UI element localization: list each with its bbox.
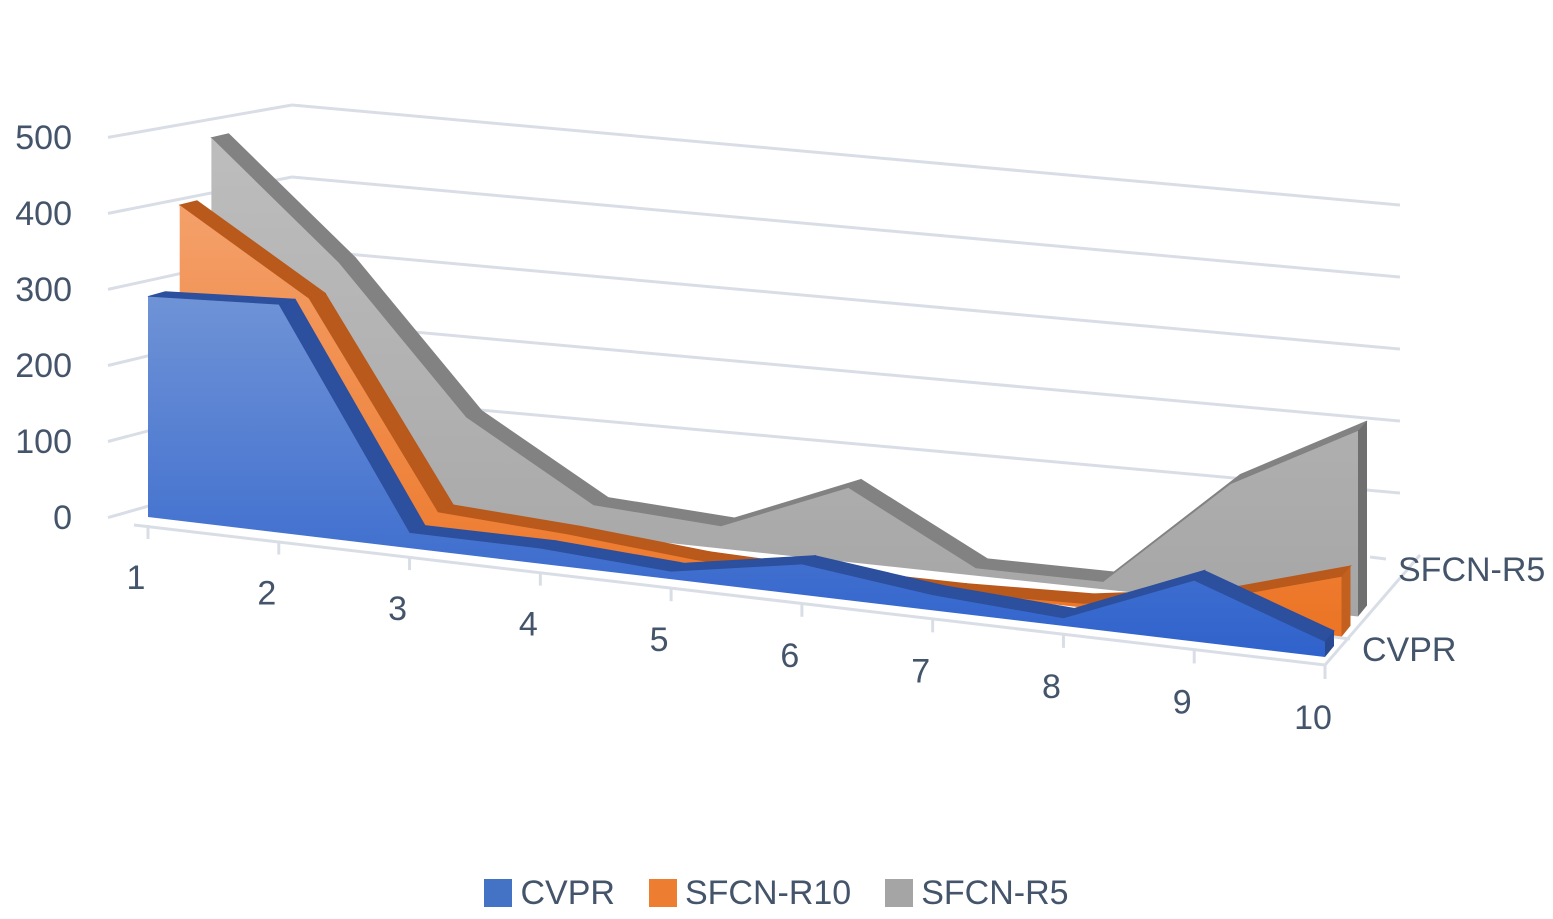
legend-item-sfcn-r10[interactable]: SFCN-R10 — [648, 873, 852, 913]
y-tick-label: 0 — [53, 499, 72, 537]
series-areas — [147, 133, 1368, 657]
x-tick-label: 3 — [388, 590, 407, 628]
depth-tick-mark — [1333, 635, 1351, 641]
floor-front-edge — [133, 523, 1326, 667]
x-tick-label: 7 — [911, 652, 930, 690]
area-front-face — [148, 296, 1325, 657]
floor-side-edge — [1323, 554, 1422, 666]
area-front-face — [179, 205, 1342, 637]
legend: CVPR SFCN-R10 SFCN-R5 — [0, 868, 1553, 918]
y-axis-tick-labels: 0 100 200 300 400 500 — [15, 119, 72, 537]
x-axis-tick-labels: 1 2 3 4 5 6 7 8 9 10 — [127, 559, 1332, 737]
legend-label: CVPR — [520, 873, 615, 912]
gridline — [291, 319, 1401, 423]
x-tick-label: 8 — [1042, 668, 1061, 706]
gridlines — [291, 103, 1401, 495]
series-sfcn-r5 — [210, 133, 1368, 617]
y-tick-label: 400 — [15, 195, 72, 233]
legend-label: SFCN-R5 — [921, 873, 1069, 912]
depth-axis-labels: SFCN-R5 CVPR — [1333, 551, 1545, 669]
area-chart-3d: 0 100 200 300 400 500 1 2 3 4 5 6 7 8 9 10 SFCN-R5 CVPR — [15, 103, 1545, 737]
chart-floor — [133, 523, 1422, 679]
legend-label: SFCN-R10 — [684, 873, 852, 912]
x-tick-label: 6 — [780, 637, 799, 675]
area-side — [1341, 566, 1351, 637]
y-tick-label: 100 — [15, 423, 72, 461]
legend-swatch-sfcn-r10 — [648, 879, 677, 907]
x-tick-label: 10 — [1294, 699, 1332, 737]
x-tick-label: 5 — [650, 621, 669, 659]
area-side — [1325, 630, 1334, 657]
y-tick-label: 300 — [15, 271, 72, 309]
legend-swatch-cvpr — [484, 879, 513, 907]
legend-item-sfcn-r5[interactable]: SFCN-R5 — [885, 873, 1069, 913]
legend-swatch-sfcn-r5 — [885, 879, 914, 907]
side-gridline — [107, 103, 293, 139]
series-cvpr — [147, 291, 1335, 657]
gridline — [291, 103, 1401, 207]
x-tick-label: 9 — [1173, 683, 1192, 721]
legend-item-cvpr[interactable]: CVPR — [484, 873, 615, 913]
y-tick-label: 500 — [15, 119, 72, 157]
x-tick-label: 2 — [257, 575, 276, 613]
depth-axis-label: CVPR — [1362, 631, 1456, 669]
gridline — [291, 247, 1401, 351]
y-tick-label: 200 — [15, 347, 72, 385]
gridline — [291, 175, 1401, 279]
depth-axis-label: SFCN-R5 — [1398, 551, 1545, 589]
x-tick-label: 1 — [127, 559, 146, 597]
depth-tick-mark — [1369, 555, 1387, 561]
area-side — [1358, 421, 1367, 617]
x-tick-label: 4 — [519, 606, 538, 644]
area-front-face — [211, 137, 1358, 617]
